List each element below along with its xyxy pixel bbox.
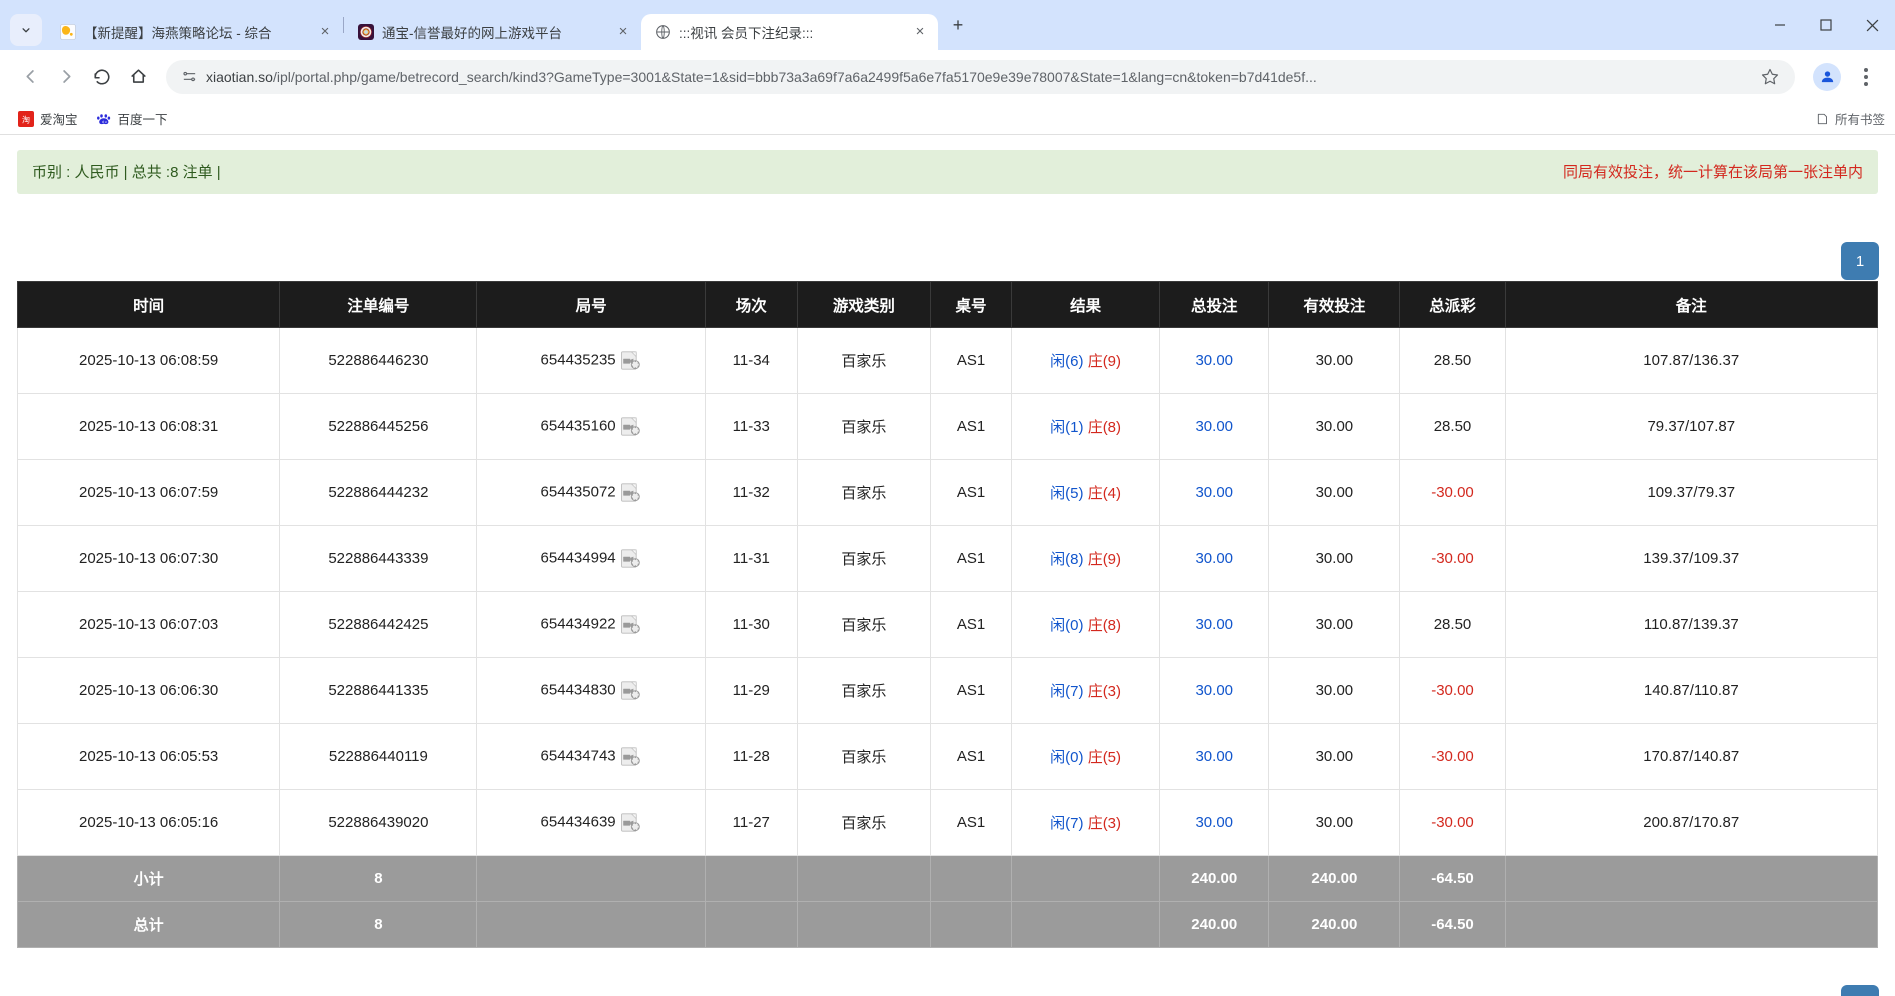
- svg-text:d: d: [102, 120, 104, 124]
- svg-text:淘: 淘: [22, 114, 30, 124]
- svg-text:u: u: [104, 120, 106, 124]
